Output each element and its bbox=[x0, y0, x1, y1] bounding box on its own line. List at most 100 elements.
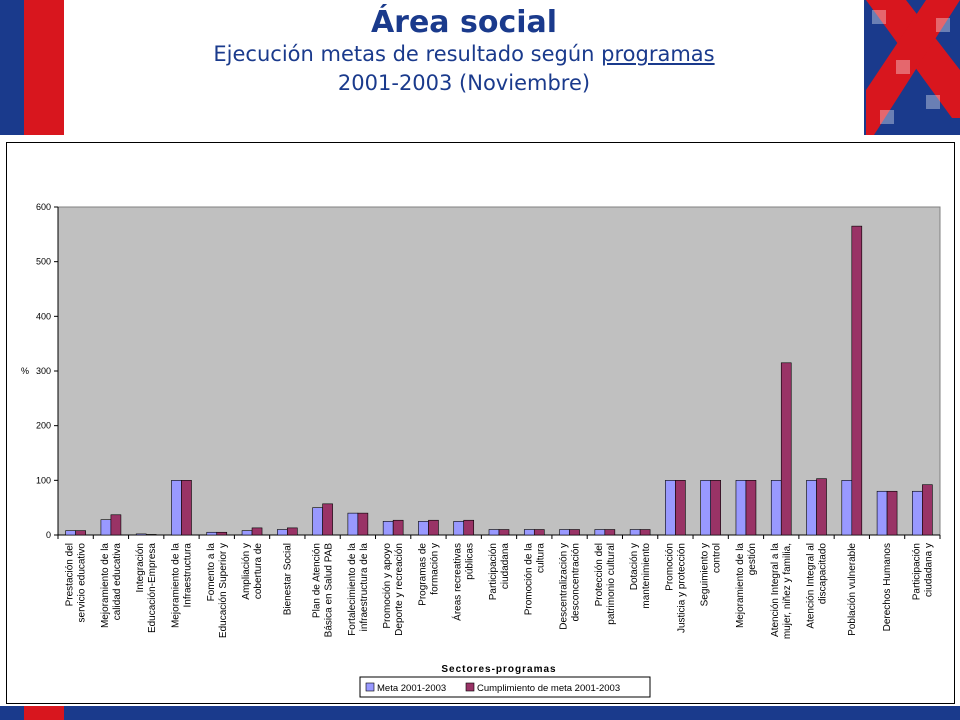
legend-label: Meta 2001-2003 bbox=[377, 683, 446, 694]
subtitle-prefix: Ejecución metas de resultado según bbox=[213, 42, 602, 66]
x-category-label-line: cultura bbox=[535, 543, 546, 573]
y-tick-label: 100 bbox=[36, 475, 51, 485]
x-category-label: Participaciónciudadana bbox=[488, 543, 511, 601]
bar-cumplimiento bbox=[780, 362, 792, 536]
legend-label: Cumplimiento de meta 2001-2003 bbox=[477, 683, 620, 694]
bar-chart: 0 100 200 300 400 500 600% Prestación delservic… bbox=[21, 202, 941, 698]
x-category-label-line: Educación-Empresa bbox=[147, 543, 158, 633]
x-category-label-line: Deporte y recreación bbox=[394, 543, 405, 636]
x-category-label: Mejoramiento de lacalidad educativa bbox=[100, 543, 123, 628]
bar-cumplimiento bbox=[851, 225, 863, 536]
bar-cumplimiento bbox=[886, 490, 898, 536]
legend bbox=[359, 676, 651, 698]
footer-bar bbox=[0, 706, 960, 720]
x-category-label-line: Protección del bbox=[594, 543, 605, 606]
x-category-label: Plan de AtenciónBásica en Salud PAB bbox=[312, 543, 335, 638]
bar-cumplimiento bbox=[392, 519, 404, 536]
x-category-label: Promoción de lacultura bbox=[523, 543, 546, 616]
x-axis-label: Sectores-programas bbox=[441, 664, 556, 675]
x-category-label-line: Participación bbox=[488, 543, 499, 600]
header-title-block: Área social Ejecución metas de resultado… bbox=[64, 0, 864, 135]
x-category-label-line: patrimonio cultural bbox=[606, 543, 617, 625]
x-category-label-line: Básica en Salud PAB bbox=[324, 543, 335, 638]
page-subtitle-period: 2001-2003 (Noviembre) bbox=[337, 71, 591, 95]
y-tick-label: 600 bbox=[36, 202, 51, 212]
x-category-label-line: Mejoramiento de la bbox=[170, 543, 181, 628]
bar-meta bbox=[559, 529, 570, 536]
header-red-strip bbox=[24, 0, 64, 135]
bar-cumplimiento bbox=[533, 529, 545, 536]
bar-cumplimiento bbox=[639, 529, 651, 536]
bar-meta bbox=[841, 480, 853, 536]
bar-meta bbox=[876, 490, 888, 536]
bar-cumplimiento bbox=[745, 480, 757, 536]
x-category-label-line: Promoción y apoyo bbox=[382, 543, 393, 629]
bar-cumplimiento bbox=[145, 534, 157, 536]
x-category-label-line: Participación bbox=[911, 543, 922, 600]
bar-cumplimiento bbox=[251, 527, 263, 536]
bar-cumplimiento bbox=[322, 503, 333, 536]
bar-cumplimiento bbox=[710, 480, 721, 536]
x-category-label-line: mantenimiento bbox=[641, 543, 652, 609]
bar-meta bbox=[629, 529, 641, 536]
x-category-label-line: discapacitado bbox=[818, 543, 829, 605]
x-category-label-line: ciudadana bbox=[500, 543, 511, 590]
bar-meta bbox=[65, 530, 76, 536]
bar-cumplimiento bbox=[463, 519, 475, 536]
x-category-label-line: control bbox=[712, 543, 723, 573]
subtitle-link[interactable]: programas bbox=[601, 42, 715, 66]
y-tick-label: 0 bbox=[46, 530, 51, 540]
x-category-label-line: Descentralización y bbox=[559, 543, 570, 630]
bar-meta bbox=[735, 480, 747, 536]
x-category-label: Ampliación ycobertura de bbox=[241, 543, 264, 600]
x-category-label-line: Atención Integral al bbox=[806, 543, 817, 629]
bar-cumplimiento bbox=[604, 529, 616, 536]
y-axis-label: % bbox=[21, 366, 29, 376]
x-category-label-line: Bienestar Social bbox=[282, 543, 293, 615]
legend-swatch-cumplimiento bbox=[465, 682, 475, 692]
bar-meta bbox=[523, 529, 535, 536]
x-category-label: Atención Integral aldiscapacitado bbox=[806, 543, 829, 629]
x-category-label: Descentralización ydesconcentración bbox=[559, 543, 582, 630]
x-category-label-line: servicio educativo bbox=[77, 543, 88, 623]
bar-meta bbox=[488, 529, 500, 536]
x-category-label-line: Dotación y bbox=[629, 543, 640, 590]
x-category-label-line: ciudadana y bbox=[923, 543, 934, 597]
x-category-label: Promoción y apoyoDeporte y recreación bbox=[382, 543, 405, 636]
plot-area bbox=[57, 206, 941, 536]
y-tick-label: 500 bbox=[36, 257, 51, 267]
x-category-label-line: desconcentración bbox=[571, 543, 582, 621]
x-category-label-line: Seguimiento y bbox=[700, 543, 711, 606]
chart-frame: 0 100 200 300 400 500 600% Prestación delservic… bbox=[6, 142, 955, 704]
bar-meta bbox=[100, 519, 112, 536]
bar-cumplimiento bbox=[675, 480, 686, 536]
bar-meta bbox=[912, 490, 923, 536]
x-category-label-line: Promoción de la bbox=[523, 543, 534, 616]
x-category-label-line: Mejoramiento de la bbox=[735, 543, 746, 628]
x-category-label: Áreas recreativaspúblicas bbox=[451, 543, 476, 621]
y-tick-label: 300 bbox=[36, 366, 51, 376]
logo-icon bbox=[866, 0, 960, 135]
x-category-label: Participaciónciudadana y bbox=[911, 543, 934, 600]
bar-cumplimiento bbox=[181, 480, 192, 536]
x-category-label-line: Justicia y protección bbox=[676, 543, 687, 633]
bar-cumplimiento bbox=[287, 527, 298, 536]
bar-meta bbox=[277, 529, 288, 536]
x-category-label-line: Áreas recreativas bbox=[451, 543, 464, 621]
x-category-label: Atención Integral a lamujer, niñez y fam… bbox=[770, 543, 793, 640]
x-category-label-line: Derechos Humanos bbox=[882, 543, 893, 631]
bar-meta bbox=[594, 529, 606, 536]
x-category-label-line: Prestación del bbox=[65, 543, 76, 606]
bar-meta bbox=[171, 480, 182, 536]
x-category-label-line: Fortalecimiento de la bbox=[347, 543, 358, 636]
bar-cumplimiento bbox=[216, 531, 228, 536]
bar-cumplimiento bbox=[110, 514, 122, 536]
x-category-label: Fomento a laEducación Superior y bbox=[206, 543, 229, 638]
bar-meta bbox=[206, 531, 218, 536]
bar-cumplimiento bbox=[922, 484, 933, 536]
x-category-label: Dotación ymantenimiento bbox=[629, 543, 652, 609]
x-category-label-line: Población vulnerable bbox=[847, 543, 858, 636]
x-category-label-line: Fomento a la bbox=[206, 543, 217, 602]
x-category-label: PromociónJusticia y protección bbox=[664, 543, 687, 633]
bar-meta bbox=[700, 480, 711, 536]
